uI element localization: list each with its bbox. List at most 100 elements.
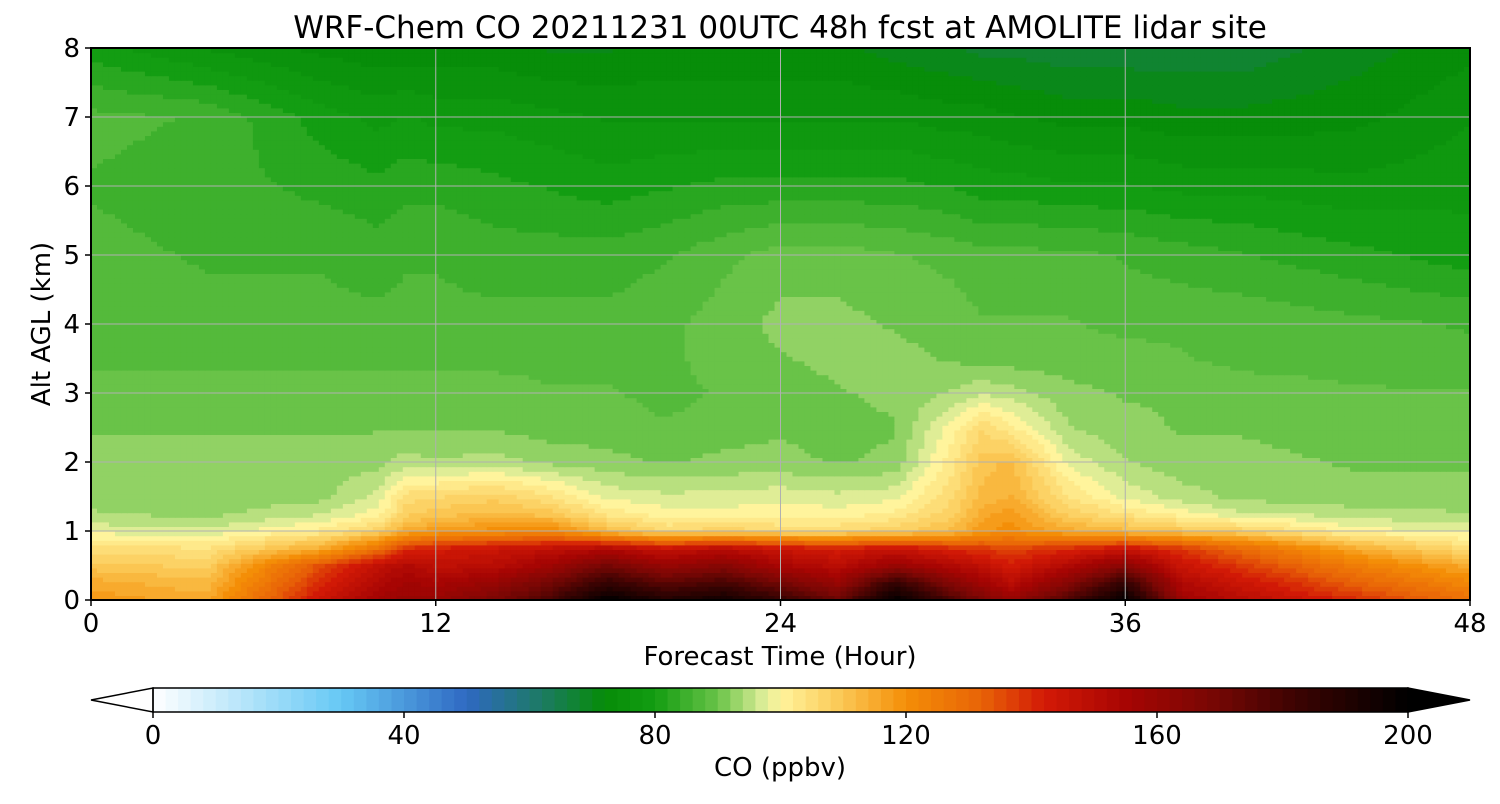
contour-cell — [331, 591, 338, 596]
contour-cell — [1002, 572, 1009, 577]
contour-cell — [331, 582, 338, 587]
contour-cell — [1410, 586, 1417, 591]
contour-cell — [193, 582, 200, 587]
contour-cell — [175, 582, 182, 587]
contour-cell — [745, 586, 752, 591]
contour-cell — [133, 572, 140, 577]
contour-cell — [1458, 586, 1465, 591]
contour-cell — [319, 591, 326, 596]
contour-cell — [661, 586, 668, 591]
contour-cell — [948, 586, 955, 591]
contour-cell — [475, 572, 482, 577]
contour-cell — [1428, 577, 1435, 582]
contour-cell — [421, 591, 428, 596]
contour-cell — [1284, 582, 1291, 587]
contour-cell — [331, 577, 338, 582]
contour-cell — [1440, 577, 1447, 582]
contour-cell — [493, 591, 500, 596]
contour-cell — [876, 582, 883, 587]
contour-cell — [1068, 586, 1075, 591]
contour-cell — [337, 572, 344, 577]
contour-cell — [882, 572, 889, 577]
contour-cell — [1158, 582, 1165, 587]
contour-cell — [1410, 582, 1417, 587]
contour-cell — [199, 572, 206, 577]
contour-cell — [912, 582, 919, 587]
contour-cell — [535, 586, 542, 591]
contour-cell — [1302, 582, 1309, 587]
contour-cell — [972, 577, 979, 582]
contour-cell — [217, 582, 224, 587]
contour-cell — [1326, 586, 1333, 591]
contour-cell — [1224, 582, 1231, 587]
contour-cell — [1074, 572, 1081, 577]
contour-cell — [1176, 582, 1183, 587]
contour-cell — [595, 586, 602, 591]
contour-cell — [253, 586, 260, 591]
contour-cell — [858, 586, 865, 591]
contour-cell — [1104, 577, 1111, 582]
contour-cell — [481, 577, 488, 582]
contour-cell — [954, 582, 961, 587]
contour-cell — [936, 591, 943, 596]
contour-cell — [409, 582, 416, 587]
contour-cell — [1248, 586, 1255, 591]
contour-cell — [247, 572, 254, 577]
contour-cell — [613, 582, 620, 587]
contour-cell — [205, 572, 212, 577]
contour-cell — [1278, 582, 1285, 587]
contour-cell — [709, 591, 716, 596]
contour-cell — [924, 572, 931, 577]
contour-cell — [397, 572, 404, 577]
contour-cell — [469, 586, 476, 591]
contour-cell — [217, 586, 224, 591]
contour-cell — [984, 572, 991, 577]
contour-cell — [834, 572, 841, 577]
contour-cell — [1230, 577, 1237, 582]
contour-cell — [1200, 577, 1207, 582]
contour-cell — [804, 586, 811, 591]
contour-cell — [463, 582, 470, 587]
contour-cell — [852, 577, 859, 582]
contour-cell — [529, 577, 536, 582]
contour-cell — [109, 591, 116, 596]
contour-cell — [1098, 586, 1105, 591]
contour-cell — [1032, 586, 1039, 591]
contour-cell — [583, 591, 590, 596]
contour-cell — [858, 582, 865, 587]
contour-cell — [942, 577, 949, 582]
contour-cell — [1350, 591, 1357, 596]
contour-cell — [571, 572, 578, 577]
contour-cell — [103, 572, 110, 577]
contour-cell — [679, 586, 686, 591]
contour-cell — [1314, 591, 1321, 596]
chart: WRF-Chem CO 20211231 00UTC 48h fcst at A… — [0, 0, 1500, 800]
contour-cell — [325, 586, 332, 591]
contour-cell — [619, 582, 626, 587]
contour-cell — [133, 591, 140, 596]
contour-cell — [409, 591, 416, 596]
contour-cell — [601, 572, 608, 577]
contour-cell — [876, 591, 883, 596]
contour-cell — [127, 586, 134, 591]
contour-cell — [541, 591, 548, 596]
contour-cell — [223, 577, 230, 582]
contour-cell — [265, 591, 272, 596]
contour-cell — [1038, 591, 1045, 596]
contour-cell — [990, 591, 997, 596]
contour-cell — [361, 582, 368, 587]
contour-cell — [936, 586, 943, 591]
contour-cell — [637, 572, 644, 577]
contour-cell — [337, 577, 344, 582]
contour-cell — [571, 577, 578, 582]
contour-cell — [1392, 582, 1399, 587]
contour-cell — [1452, 586, 1459, 591]
contour-cell — [1152, 582, 1159, 587]
contour-cell — [181, 572, 188, 577]
contour-cell — [655, 582, 662, 587]
contour-cell — [205, 586, 212, 591]
contour-cell — [475, 591, 482, 596]
contour-cell — [1218, 591, 1225, 596]
contour-cell — [421, 586, 428, 591]
contour-cell — [211, 577, 218, 582]
